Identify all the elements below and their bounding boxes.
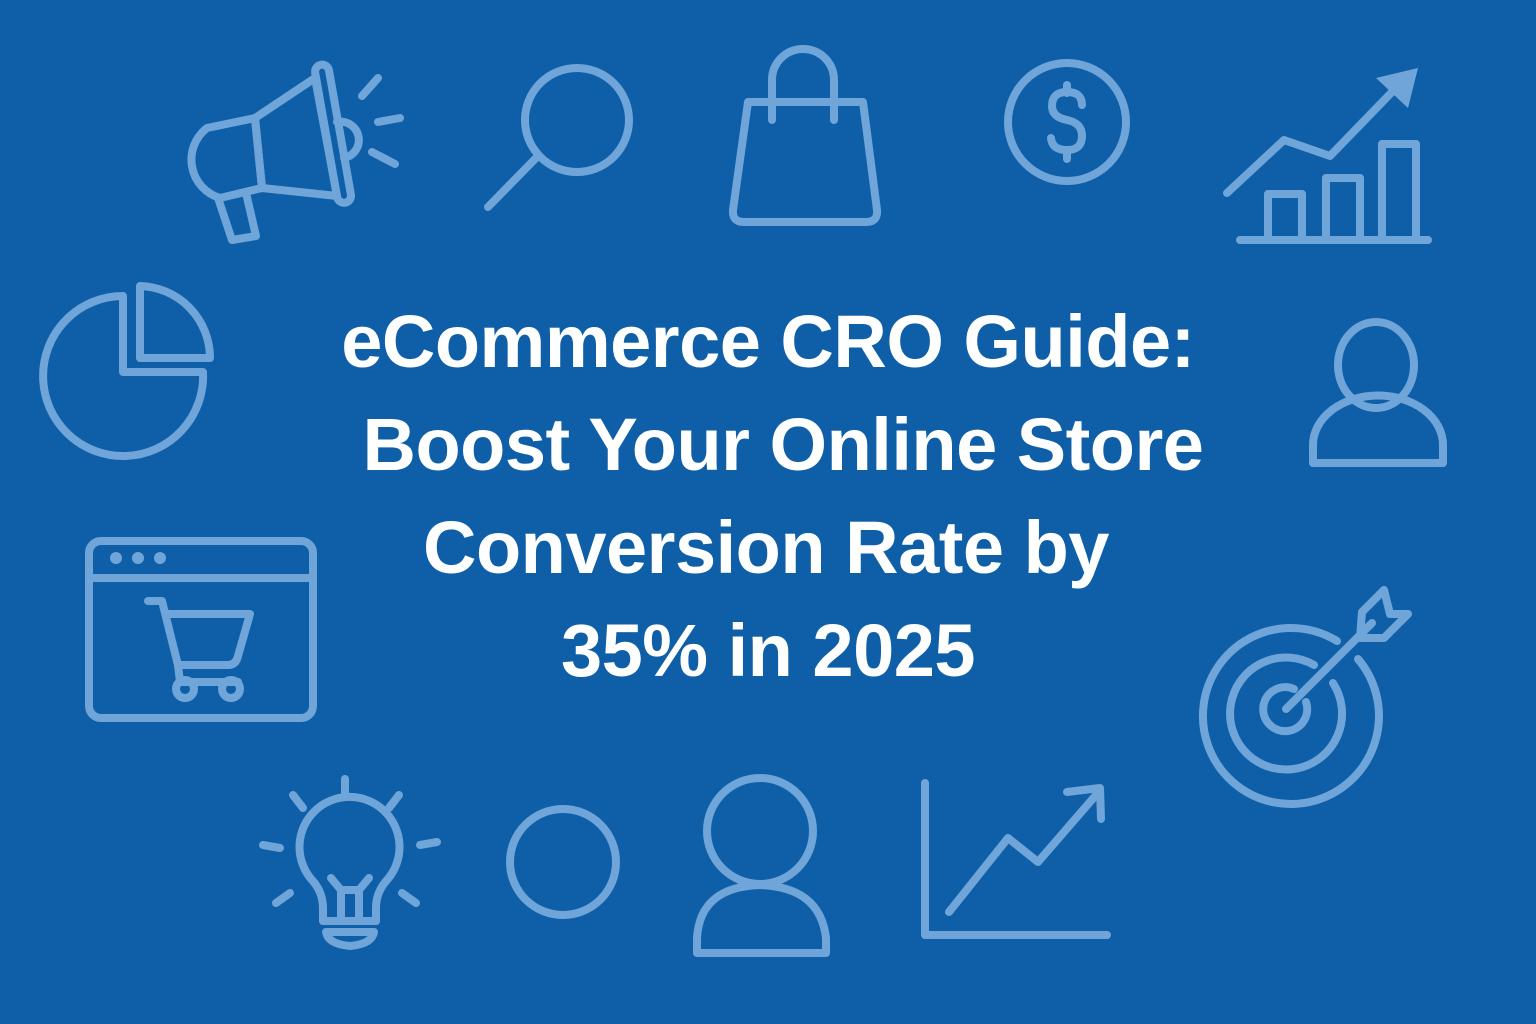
dollar-coin-icon: [995, 50, 1145, 195]
circle-icon: [500, 800, 630, 930]
shopping-bag-icon: [725, 45, 890, 235]
pie-chart-icon: [39, 278, 220, 460]
title-line: Conversion Rate by: [423, 506, 1109, 589]
user-icon: [1305, 315, 1455, 475]
title-line: eCommerce CRO Guide:: [341, 300, 1195, 383]
title-line: 35% in 2025: [560, 609, 976, 692]
user-icon: [690, 770, 840, 960]
target-arrow-icon: [1185, 580, 1415, 808]
megaphone-icon: [170, 58, 410, 248]
magnifying-glass-icon: [480, 60, 640, 215]
page-title: eCommerce CRO Guide: Boost Your Online S…: [0, 290, 1536, 702]
lightbulb-icon: [255, 770, 445, 960]
line-chart-up-icon: [915, 775, 1120, 945]
title-line: Boost Your Online Store: [362, 403, 1204, 486]
browser-cart-icon: [80, 530, 325, 725]
growth-bar-chart-icon: [1215, 60, 1440, 250]
